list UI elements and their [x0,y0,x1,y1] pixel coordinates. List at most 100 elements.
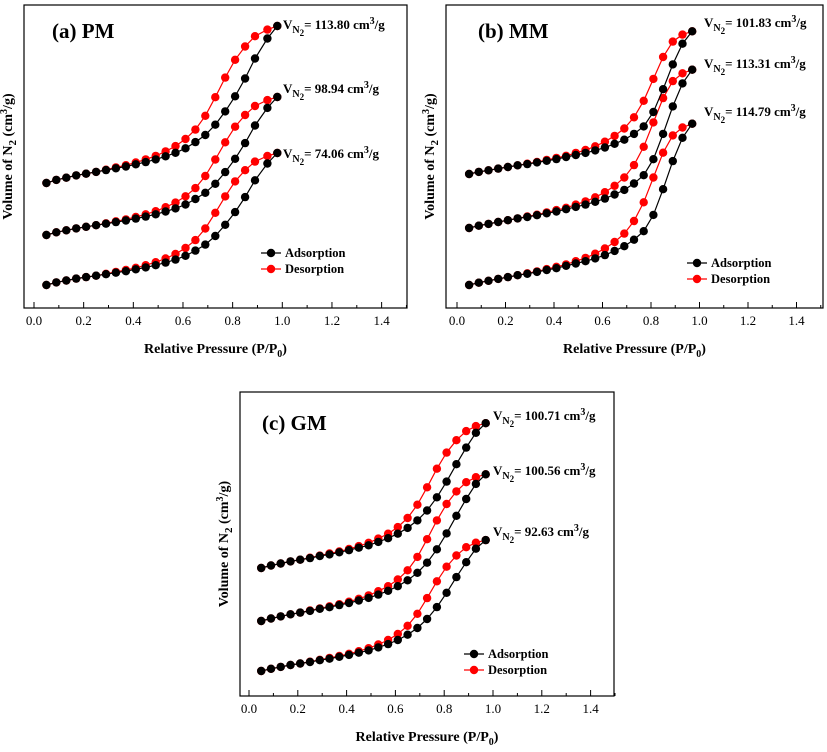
data-point [600,244,610,253]
x-axis-title: Relative Pressure (P/P0) [356,730,499,748]
data-point [393,629,402,639]
data-point [335,600,344,610]
data-point [393,575,402,584]
data-point [561,261,571,270]
data-point [413,516,422,525]
data-point [639,227,648,236]
data-point [296,608,305,617]
y-axis-title-end: /g) [423,93,438,110]
x-tick-label: 1.0 [691,313,707,328]
y-axis-title-sup: 3 [0,109,10,114]
data-point [131,265,140,274]
surface-volume-annotation: VN2= 74.06 cm3/g [283,145,380,167]
data-point [678,39,687,48]
data-point [344,546,354,555]
data-point [81,272,91,282]
series-desorption-2 [42,92,282,240]
data-point [688,27,697,36]
x-tick-label: 0.0 [449,313,465,328]
data-point [131,214,140,223]
annotation-subsub: 2 [721,67,726,77]
data-point [52,228,61,237]
data-point [266,561,276,570]
data-point [42,178,51,188]
data-point [620,242,629,251]
data-point [542,265,551,275]
data-point [494,274,503,284]
series-line [468,123,693,286]
data-point [442,529,451,538]
data-point [211,208,220,217]
data-point [62,226,71,235]
annotation-sup: 3 [791,103,796,114]
data-point [266,614,276,623]
data-point [91,167,101,177]
annotation-value: = 113.31 cm [725,56,791,71]
series-line [468,69,693,229]
data-point [221,73,230,82]
data-point [532,267,542,277]
data-point [474,221,483,230]
data-point [344,650,354,660]
y-axis-title-sup: 3 [421,109,432,114]
data-point [121,162,131,171]
data-point [442,477,451,486]
data-point [484,276,493,285]
annotation-prefix: V [493,408,503,423]
data-point [393,522,402,532]
data-point [432,516,442,525]
data-point [250,176,260,185]
annotation-subsub: 2 [300,157,305,167]
data-point [131,160,140,169]
data-point [393,582,402,591]
data-point [688,119,697,128]
data-point [413,552,422,562]
data-point [639,198,648,207]
data-point [591,197,600,206]
data-point [91,271,101,280]
annotation-sub: N [713,23,721,34]
annotation-value: = 74.06 cm [304,146,364,161]
series-line [468,30,693,175]
x-tick-label: 0.2 [76,313,92,328]
series-adsorption-1 [42,148,282,290]
annotation-sup: 3 [574,523,579,534]
data-point [513,161,522,170]
data-point [151,261,160,270]
annotation-sup: 3 [791,14,796,25]
series-adsorption-1 [257,535,490,676]
data-point [181,144,190,153]
data-point [452,511,461,520]
annotation-end: /g [374,17,386,32]
x-tick-label: 1.4 [582,701,599,716]
annotation-value: = 100.71 cm [514,408,580,423]
series-adsorption-2 [42,92,282,240]
data-point [230,177,240,186]
data-point [403,566,412,575]
annotation-sup: 3 [364,80,369,91]
data-point [364,646,373,655]
data-point [513,271,522,280]
data-point [442,448,451,457]
data-point [354,543,363,552]
x-tick-label: 1.4 [788,313,805,328]
data-point [230,92,240,101]
data-point [620,173,629,182]
data-point [620,185,629,195]
data-point [273,148,282,158]
surface-volume-annotation: VN2= 98.94 cm3/g [283,80,380,102]
data-point [62,173,71,182]
data-point [523,269,532,278]
data-point [181,134,190,144]
y-axis-title: Volume of N2 (cm3/g) [215,481,235,608]
x-axis-title-main: Relative Pressure (P/P [563,342,697,357]
legend-label: Adsorption [285,246,345,260]
annotation-subsub: 2 [510,474,515,484]
series-line [261,539,486,672]
x-tick-label: 1.4 [373,313,390,328]
data-point [610,131,619,141]
data-point [161,152,170,161]
data-point [383,586,393,595]
data-point [462,426,471,436]
data-point [503,272,513,282]
